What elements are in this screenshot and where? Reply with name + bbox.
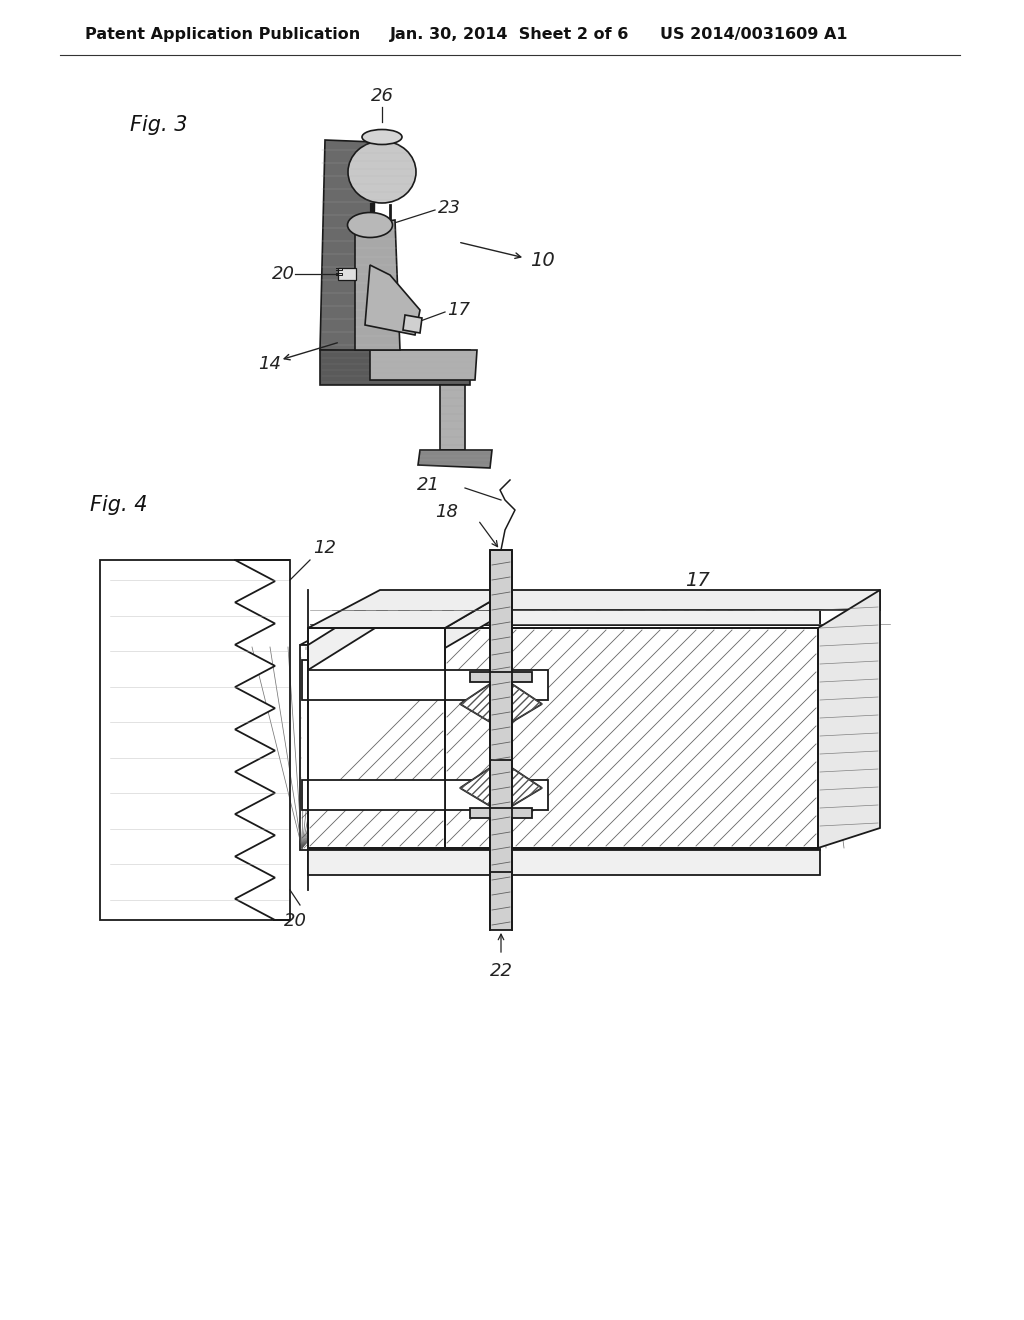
- Text: 20: 20: [272, 265, 295, 282]
- Text: 14: 14: [258, 355, 281, 374]
- Ellipse shape: [348, 141, 416, 203]
- Polygon shape: [308, 601, 820, 671]
- Polygon shape: [302, 649, 460, 810]
- Ellipse shape: [347, 213, 392, 238]
- Text: 20: 20: [284, 912, 306, 931]
- Polygon shape: [445, 628, 818, 847]
- Polygon shape: [445, 671, 548, 700]
- Polygon shape: [300, 645, 820, 850]
- Text: 18: 18: [435, 503, 458, 521]
- Text: 22: 22: [489, 962, 512, 979]
- Text: Fig. 4: Fig. 4: [90, 495, 147, 515]
- Polygon shape: [302, 660, 460, 700]
- Text: 26: 26: [371, 87, 393, 106]
- Text: US 2014/0031609 A1: US 2014/0031609 A1: [660, 28, 848, 42]
- Polygon shape: [308, 590, 510, 628]
- Polygon shape: [445, 780, 548, 810]
- Polygon shape: [818, 590, 880, 847]
- Bar: [338, 268, 356, 280]
- Polygon shape: [460, 768, 542, 807]
- Text: 12: 12: [313, 539, 336, 557]
- Text: Fig. 3: Fig. 3: [130, 115, 187, 135]
- Polygon shape: [319, 350, 470, 385]
- Text: 10: 10: [530, 251, 555, 269]
- Polygon shape: [308, 780, 445, 810]
- Text: 19: 19: [598, 669, 621, 686]
- Polygon shape: [403, 315, 422, 333]
- Text: Patent Application Publication: Patent Application Publication: [85, 28, 360, 42]
- Polygon shape: [302, 780, 430, 810]
- Polygon shape: [370, 350, 477, 380]
- Text: 21: 21: [417, 477, 440, 494]
- Polygon shape: [460, 684, 542, 722]
- Polygon shape: [100, 560, 290, 920]
- Polygon shape: [355, 220, 400, 350]
- Polygon shape: [319, 140, 375, 352]
- Polygon shape: [365, 265, 420, 335]
- Text: 23: 23: [438, 199, 461, 216]
- Polygon shape: [300, 602, 820, 645]
- Ellipse shape: [362, 129, 402, 144]
- Polygon shape: [470, 672, 532, 760]
- Polygon shape: [440, 385, 465, 450]
- Polygon shape: [470, 808, 532, 873]
- Bar: [490, 550, 512, 931]
- Polygon shape: [308, 628, 445, 847]
- Text: 17: 17: [685, 572, 710, 590]
- Polygon shape: [445, 590, 880, 648]
- Polygon shape: [418, 450, 492, 469]
- Polygon shape: [308, 850, 820, 875]
- Polygon shape: [308, 671, 445, 700]
- Text: 17: 17: [447, 301, 470, 319]
- Text: Jan. 30, 2014  Sheet 2 of 6: Jan. 30, 2014 Sheet 2 of 6: [390, 28, 630, 42]
